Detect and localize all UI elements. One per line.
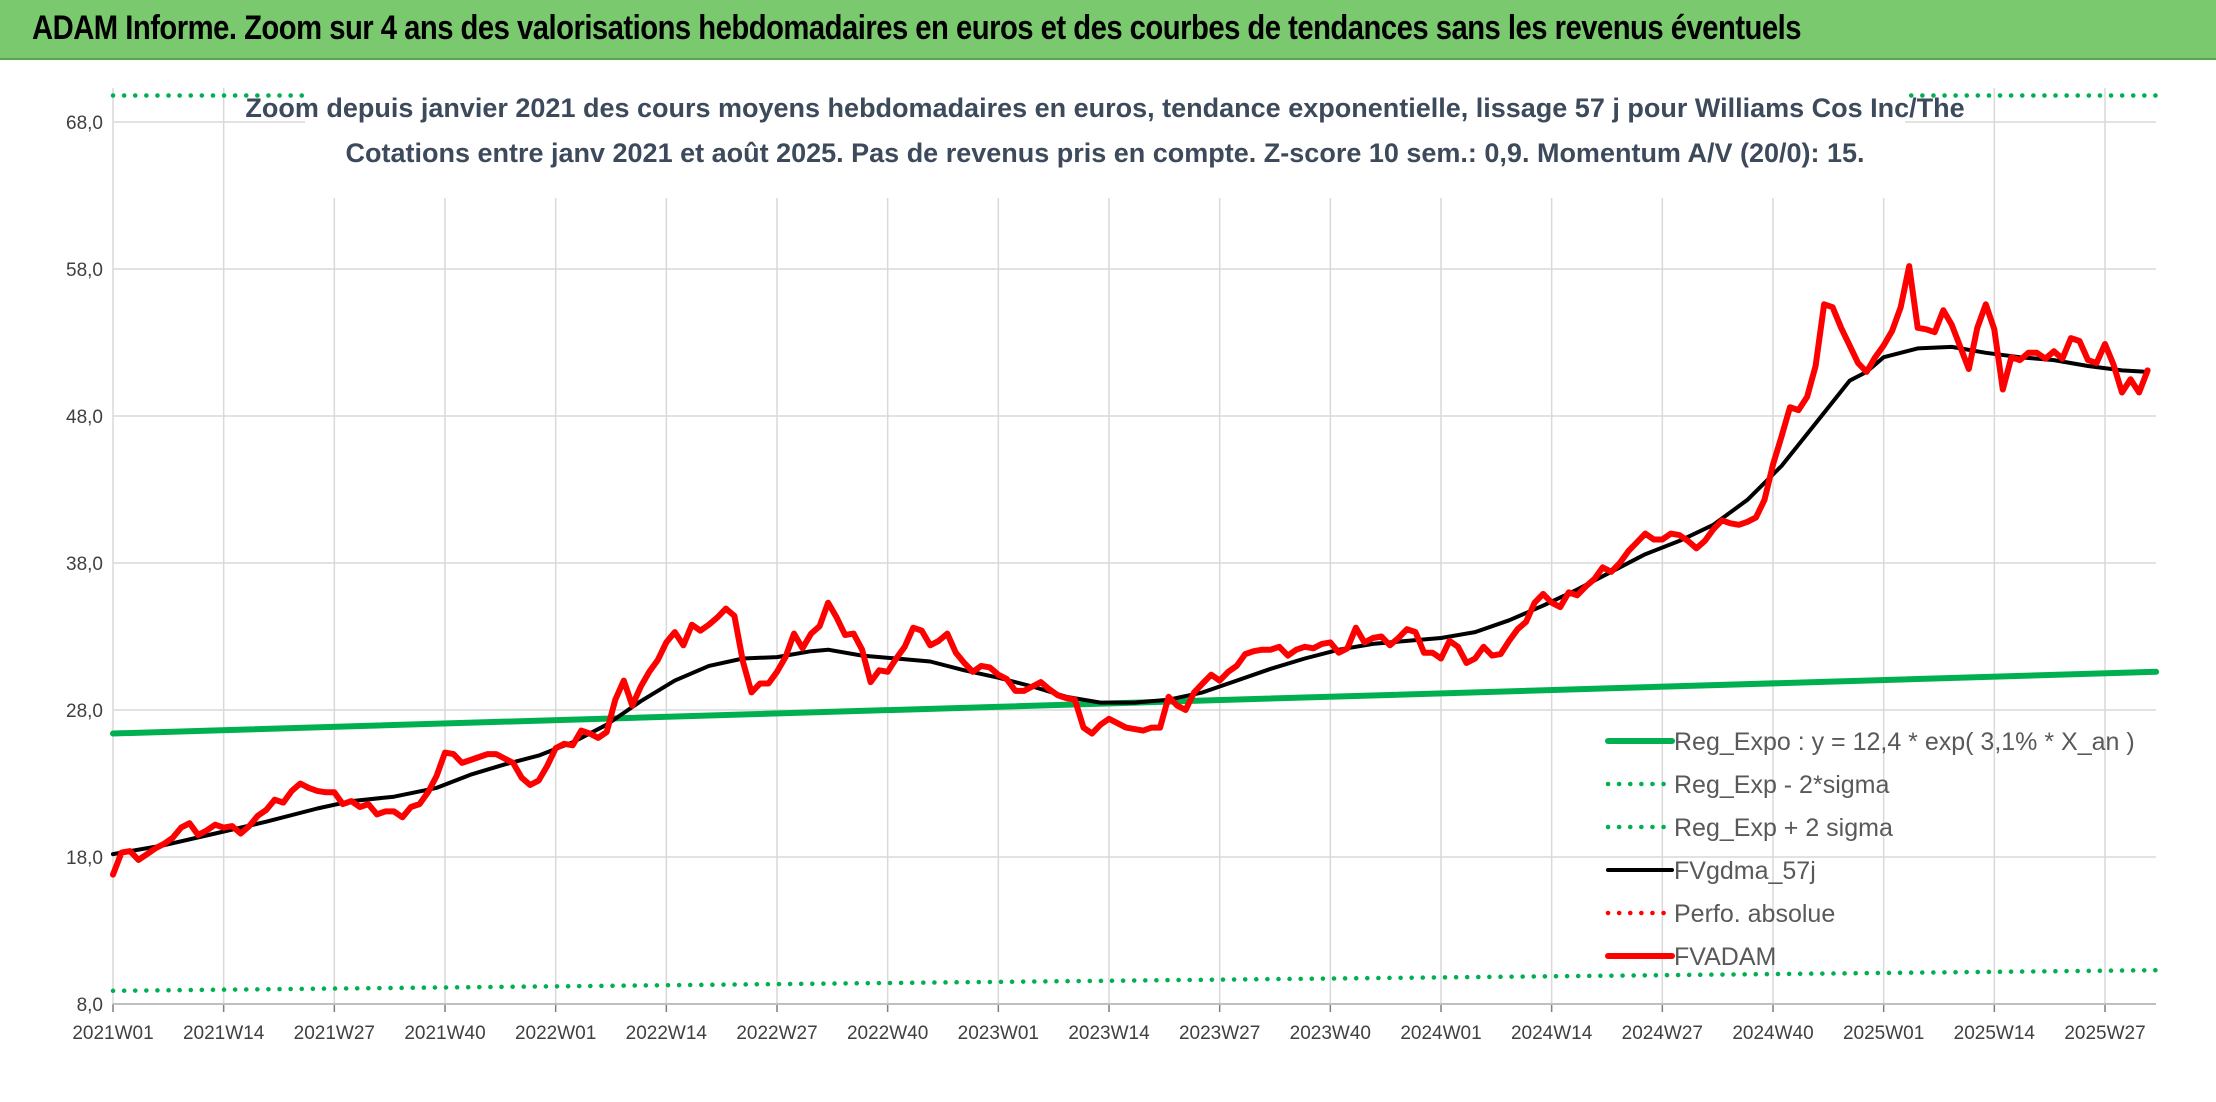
chart-legend: Reg_Expo : y = 12,4 * exp( 3,1% * X_an )… <box>1605 728 2135 971</box>
x-tick-label: 2025W14 <box>1954 1023 2036 1044</box>
x-tick-label: 2025W27 <box>2064 1023 2145 1044</box>
series-line-5 <box>110 263 2151 878</box>
x-tick-label: 2021W14 <box>183 1023 265 1044</box>
x-tick-label: 2023W14 <box>1068 1023 1150 1044</box>
y-tick-label: 58,0 <box>66 260 103 281</box>
y-tick-label: 38,0 <box>66 554 103 575</box>
y-tick-label: 18,0 <box>66 848 103 869</box>
chart-title-line-1: Zoom depuis janvier 2021 des cours moyen… <box>245 93 1964 123</box>
y-tick-label: 68,0 <box>66 113 103 134</box>
chart-background <box>0 60 2216 1102</box>
valuation-line-chart: Zoom depuis janvier 2021 des cours moyen… <box>0 60 2216 1102</box>
legend-label: Reg_Expo : y = 12,4 * exp( 3,1% * X_an ) <box>1674 728 2135 756</box>
chart-title-line-2: Cotations entre janv 2021 et août 2025. … <box>345 138 1864 168</box>
x-tick-label: 2024W14 <box>1511 1023 1593 1044</box>
axis-layer: 8,0 18,0 28,0 38,0 48,0 58,0 68,0 2021W01 2021W1… <box>66 113 2156 1044</box>
legend-label: FVADAM <box>1674 943 1776 971</box>
series-line-1 <box>110 967 2159 994</box>
x-tick-label: 2024W01 <box>1400 1023 1481 1044</box>
x-tick-label: 2024W27 <box>1622 1023 1703 1044</box>
x-tick-label: 2025W01 <box>1843 1023 1924 1044</box>
x-tick-label: 2022W14 <box>626 1023 708 1044</box>
y-tick-label: 28,0 <box>66 701 103 722</box>
report-banner: ADAM Informe. Zoom sur 4 ans des valoris… <box>0 0 2216 60</box>
y-tick-label: 48,0 <box>66 407 103 428</box>
x-tick-label: 2022W40 <box>847 1023 928 1044</box>
x-tick-label: 2022W01 <box>515 1023 596 1044</box>
x-tick-label: 2023W01 <box>958 1023 1039 1044</box>
y-tick-label: 8,0 <box>77 995 103 1016</box>
legend-label: Reg_Exp - 2*sigma <box>1674 771 1889 799</box>
legend-label: Perfo. absolue <box>1674 900 1835 928</box>
x-tick-label: 2023W40 <box>1290 1023 1371 1044</box>
legend-label: Reg_Exp + 2 sigma <box>1674 814 1893 842</box>
series-line-3 <box>111 344 2150 857</box>
x-tick-label: 2022W27 <box>736 1023 817 1044</box>
x-tick-label: 2021W27 <box>294 1023 375 1044</box>
x-tick-label: 2024W40 <box>1732 1023 1813 1044</box>
legend-label: FVgdma_57j <box>1674 857 1816 885</box>
x-tick-label: 2023W27 <box>1179 1023 1260 1044</box>
x-tick-label: 2021W01 <box>72 1023 153 1044</box>
x-tick-label: 2021W40 <box>404 1023 485 1044</box>
chart-title-backdrop <box>305 80 1905 198</box>
chart-title-block: Zoom depuis janvier 2021 des cours moyen… <box>245 80 1965 198</box>
banner-title: ADAM Informe. Zoom sur 4 ans des valoris… <box>32 9 1802 47</box>
